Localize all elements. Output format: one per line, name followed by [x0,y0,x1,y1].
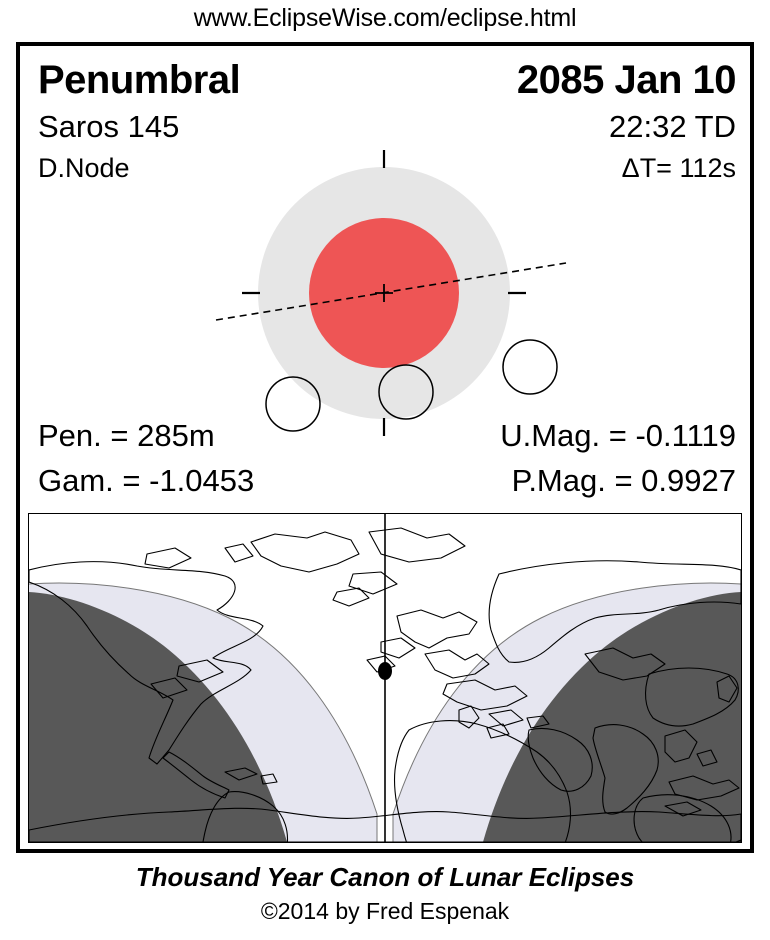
copyright-credit: ©2014 by Fred Espenak [260,898,510,924]
publication-title: Thousand Year Canon of Lunar Eclipses [135,862,635,892]
moon-position-greatest [378,364,434,420]
penumbral-magnitude: P.Mag. = 0.9927 [511,463,736,498]
shadow-diagram [215,150,567,436]
delta-t-value: ΔT= 112s [621,153,736,183]
eclipse-type-title: Penumbral [38,58,241,102]
eclipse-panel: Penumbral 2085 Jan 10 Saros 145 22:32 TD… [16,42,754,853]
sublunar-point-marker [378,662,392,680]
umbral-magnitude: U.Mag. = -0.1119 [500,418,736,453]
map-coastlines [29,527,741,842]
map-penumbral-limit-curve-west [29,582,378,842]
eclipse-time: 22:32 TD [609,109,736,144]
penumbral-duration: Pen. = 285m [38,418,215,453]
map-penumbral-limit-curve-east [392,582,741,842]
map-no-visibility-region-west [29,592,287,842]
eclipse-date: 2085 Jan 10 [516,58,737,102]
gamma-value: Gam. = -1.0453 [38,463,255,498]
lunar-node: D.Node [38,153,130,183]
moon-position-p1 [265,376,321,432]
moon-position-p4 [502,339,558,395]
saros-series: Saros 145 [38,109,180,144]
header-url: www.EclipseWise.com/eclipse.html [193,4,577,32]
world-visibility-map [28,513,742,843]
